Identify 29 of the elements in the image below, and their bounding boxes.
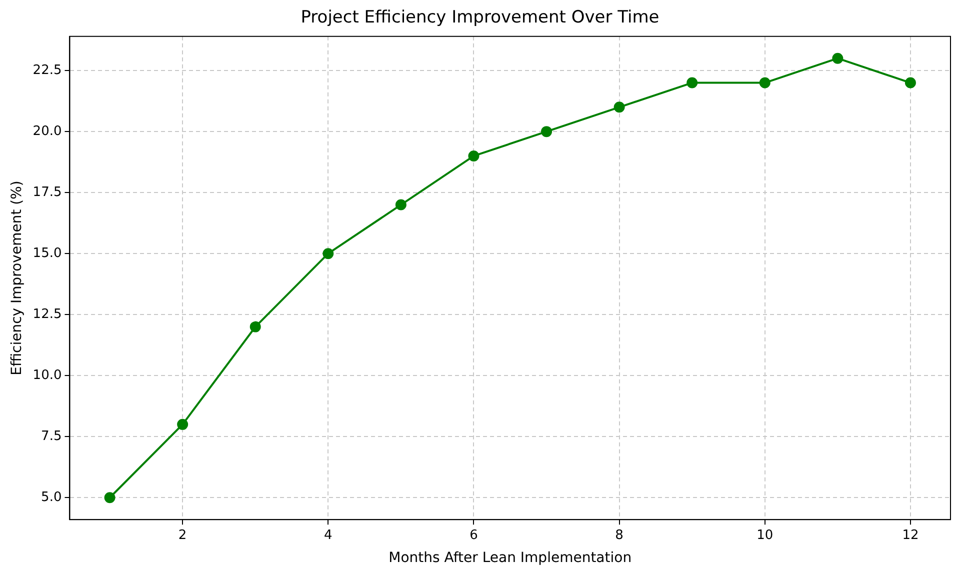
y-axis-title: Efficiency Improvement (%) <box>9 180 26 376</box>
point <box>614 102 625 113</box>
x-tick-label: 4 <box>324 528 332 543</box>
x-tick-label: 2 <box>178 528 187 543</box>
point <box>832 52 844 64</box>
point <box>541 126 552 138</box>
y-tick-label: 20.0 <box>32 124 62 139</box>
point <box>177 418 188 430</box>
y-tick-label: 7.5 <box>41 429 62 444</box>
chart-title: Project Efficiency Improvement Over Time <box>300 8 660 28</box>
y-tick-label: 15.0 <box>32 246 62 261</box>
point <box>686 77 698 88</box>
x-tick-label: 12 <box>902 528 919 543</box>
point <box>322 248 334 260</box>
x-tick-label: 6 <box>470 528 478 543</box>
y-tick-label: 10.0 <box>32 368 62 383</box>
point <box>104 492 116 504</box>
x-axis-title: Months After Lean Implementation <box>388 550 632 566</box>
y-tick-label: 22.5 <box>32 62 62 78</box>
y-tick-label: 5.0 <box>41 490 62 506</box>
x-tick-label: 8 <box>615 528 624 543</box>
y-tick-label: 17.5 <box>32 184 62 200</box>
point <box>468 150 480 162</box>
point <box>395 199 406 210</box>
point <box>759 77 770 88</box>
x-tick-label: 10 <box>756 528 774 543</box>
point <box>250 321 261 332</box>
point <box>904 77 916 88</box>
y-tick-label: 12.5 <box>32 306 62 322</box>
